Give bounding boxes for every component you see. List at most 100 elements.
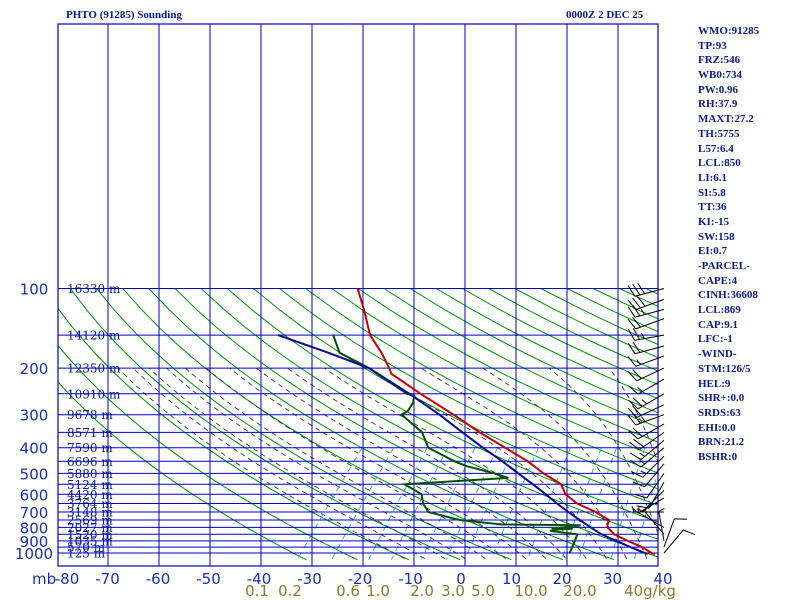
wind-barb-staff [636,404,665,418]
x-tick-label: -20 [348,570,373,588]
wind-barb-half [631,505,635,513]
wind-barb-staff [637,511,665,528]
index-item: WB0:734 [698,69,742,82]
index-item: CAPE:4 [698,274,738,287]
wind-barb [663,518,687,548]
moist-adiabat-line [548,367,658,535]
wind-barb-flag [632,481,645,488]
moist-adiabat-line [256,367,547,559]
mixing-ratio-label: 20.0 [563,582,596,600]
wind-barb-staff [640,447,665,468]
wind-barb-flag [632,284,641,296]
wind-barbs [627,282,696,554]
wind-barb-flag [631,471,644,478]
wind-barb-flag [629,452,642,461]
wind-barb [627,355,665,367]
index-item: STM:126/5 [698,362,751,375]
wind-barb-flag [628,400,639,410]
wind-barb-staff [648,481,665,509]
height-label: 3148 m [67,506,113,520]
height-label: 6696 m [67,455,113,469]
wind-barb-staff [663,529,684,554]
mixing-ratio-label: 5.0 [471,582,495,600]
wind-barb [627,316,665,330]
wind-barb [627,367,665,382]
height-label: 8571 m [67,426,113,440]
index-item: -PARCEL- [698,260,750,272]
index-item: KI:-15 [698,215,730,228]
index-item: WMO:91285 [698,25,760,37]
series-line-temperature [356,288,656,556]
wind-barb [637,506,665,528]
height-label: 7590 m [67,441,113,455]
wind-barb-flag [632,412,641,424]
moist-adiabat-line [287,367,567,559]
dry-adiabat-line [331,288,658,458]
wind-barb-half [644,505,649,512]
index-item: L57:6.4 [698,142,734,155]
wind-barb [627,328,665,341]
y-tick-label: 100 [20,281,49,299]
height-label: 5880 m [67,467,113,481]
index-item: LCL:869 [698,304,741,317]
index-item: BSHR:0 [698,450,738,463]
wind-barb-staff [635,414,665,426]
index-item: EHI:0.0 [698,421,736,434]
wind-barb [627,282,665,297]
x-tick-label: -30 [297,570,322,588]
index-item: SHR+:0.0 [698,392,745,405]
height-label: 4420 m [67,488,113,502]
wind-barb-staff [663,518,675,548]
index-item: MAXT:27.2 [698,113,754,126]
wind-barb-staff [639,431,665,451]
wind-barb-flag [628,430,639,440]
sounding-series [277,288,656,556]
wind-barb [627,412,665,426]
wind-barb-staff [637,378,665,395]
wind-barb-flag [627,342,636,355]
index-item: TP:93 [698,39,727,52]
wind-barb-flag [632,369,642,380]
wind-barb-staff [637,393,665,410]
wind-barb-staff [634,334,665,341]
height-label: 10910 m [67,387,121,401]
y-tick-label: 1000 [15,545,53,563]
wind-barb-half [636,359,641,365]
index-item: SRDS:63 [698,406,741,419]
x-tick-label: -10 [398,570,423,588]
y-tick-label: 800 [20,519,49,537]
index-item: SW:158 [698,230,735,243]
dry-adiabat-line [70,288,461,561]
index-item: LFC:-1 [698,333,733,346]
mixing-ratio-label: 0.6 [336,582,360,600]
wind-barb [658,507,665,541]
wind-barb [634,473,665,499]
wind-barb [629,439,665,461]
moist-adiabat-line [608,367,658,465]
index-item: TT:36 [698,201,727,214]
mixing-ratio-label: 40g/kg [624,582,676,600]
chart-title: PHTO (91285) Sounding [66,9,182,21]
wind-barb-flag [627,318,637,330]
wind-barb-flag [632,405,642,416]
wind-barb-half [641,399,648,405]
x-tick-label: 40 [653,570,672,588]
x-unit-label: mb [32,570,56,588]
moist-adiabat-line [367,367,607,559]
series-line-dewpoint [332,334,581,554]
index-item: LCL:850 [698,157,741,170]
wind-barb-staff [644,463,665,488]
wind-barb-flag [629,459,642,468]
wind-barb-flag [632,305,641,317]
wind-barb-half [640,309,646,315]
index-item: PW:0.96 [698,83,739,96]
wind-barb [627,341,665,355]
grid [57,23,659,567]
dry-adiabat-line [226,288,658,523]
wind-barb-staff [634,288,665,297]
index-item: FRZ:546 [698,54,741,67]
wind-barb-flag [632,316,641,328]
moist-adiabat-line [185,367,486,559]
wind-barb [632,463,665,488]
dry-adiabat-line [357,288,658,443]
